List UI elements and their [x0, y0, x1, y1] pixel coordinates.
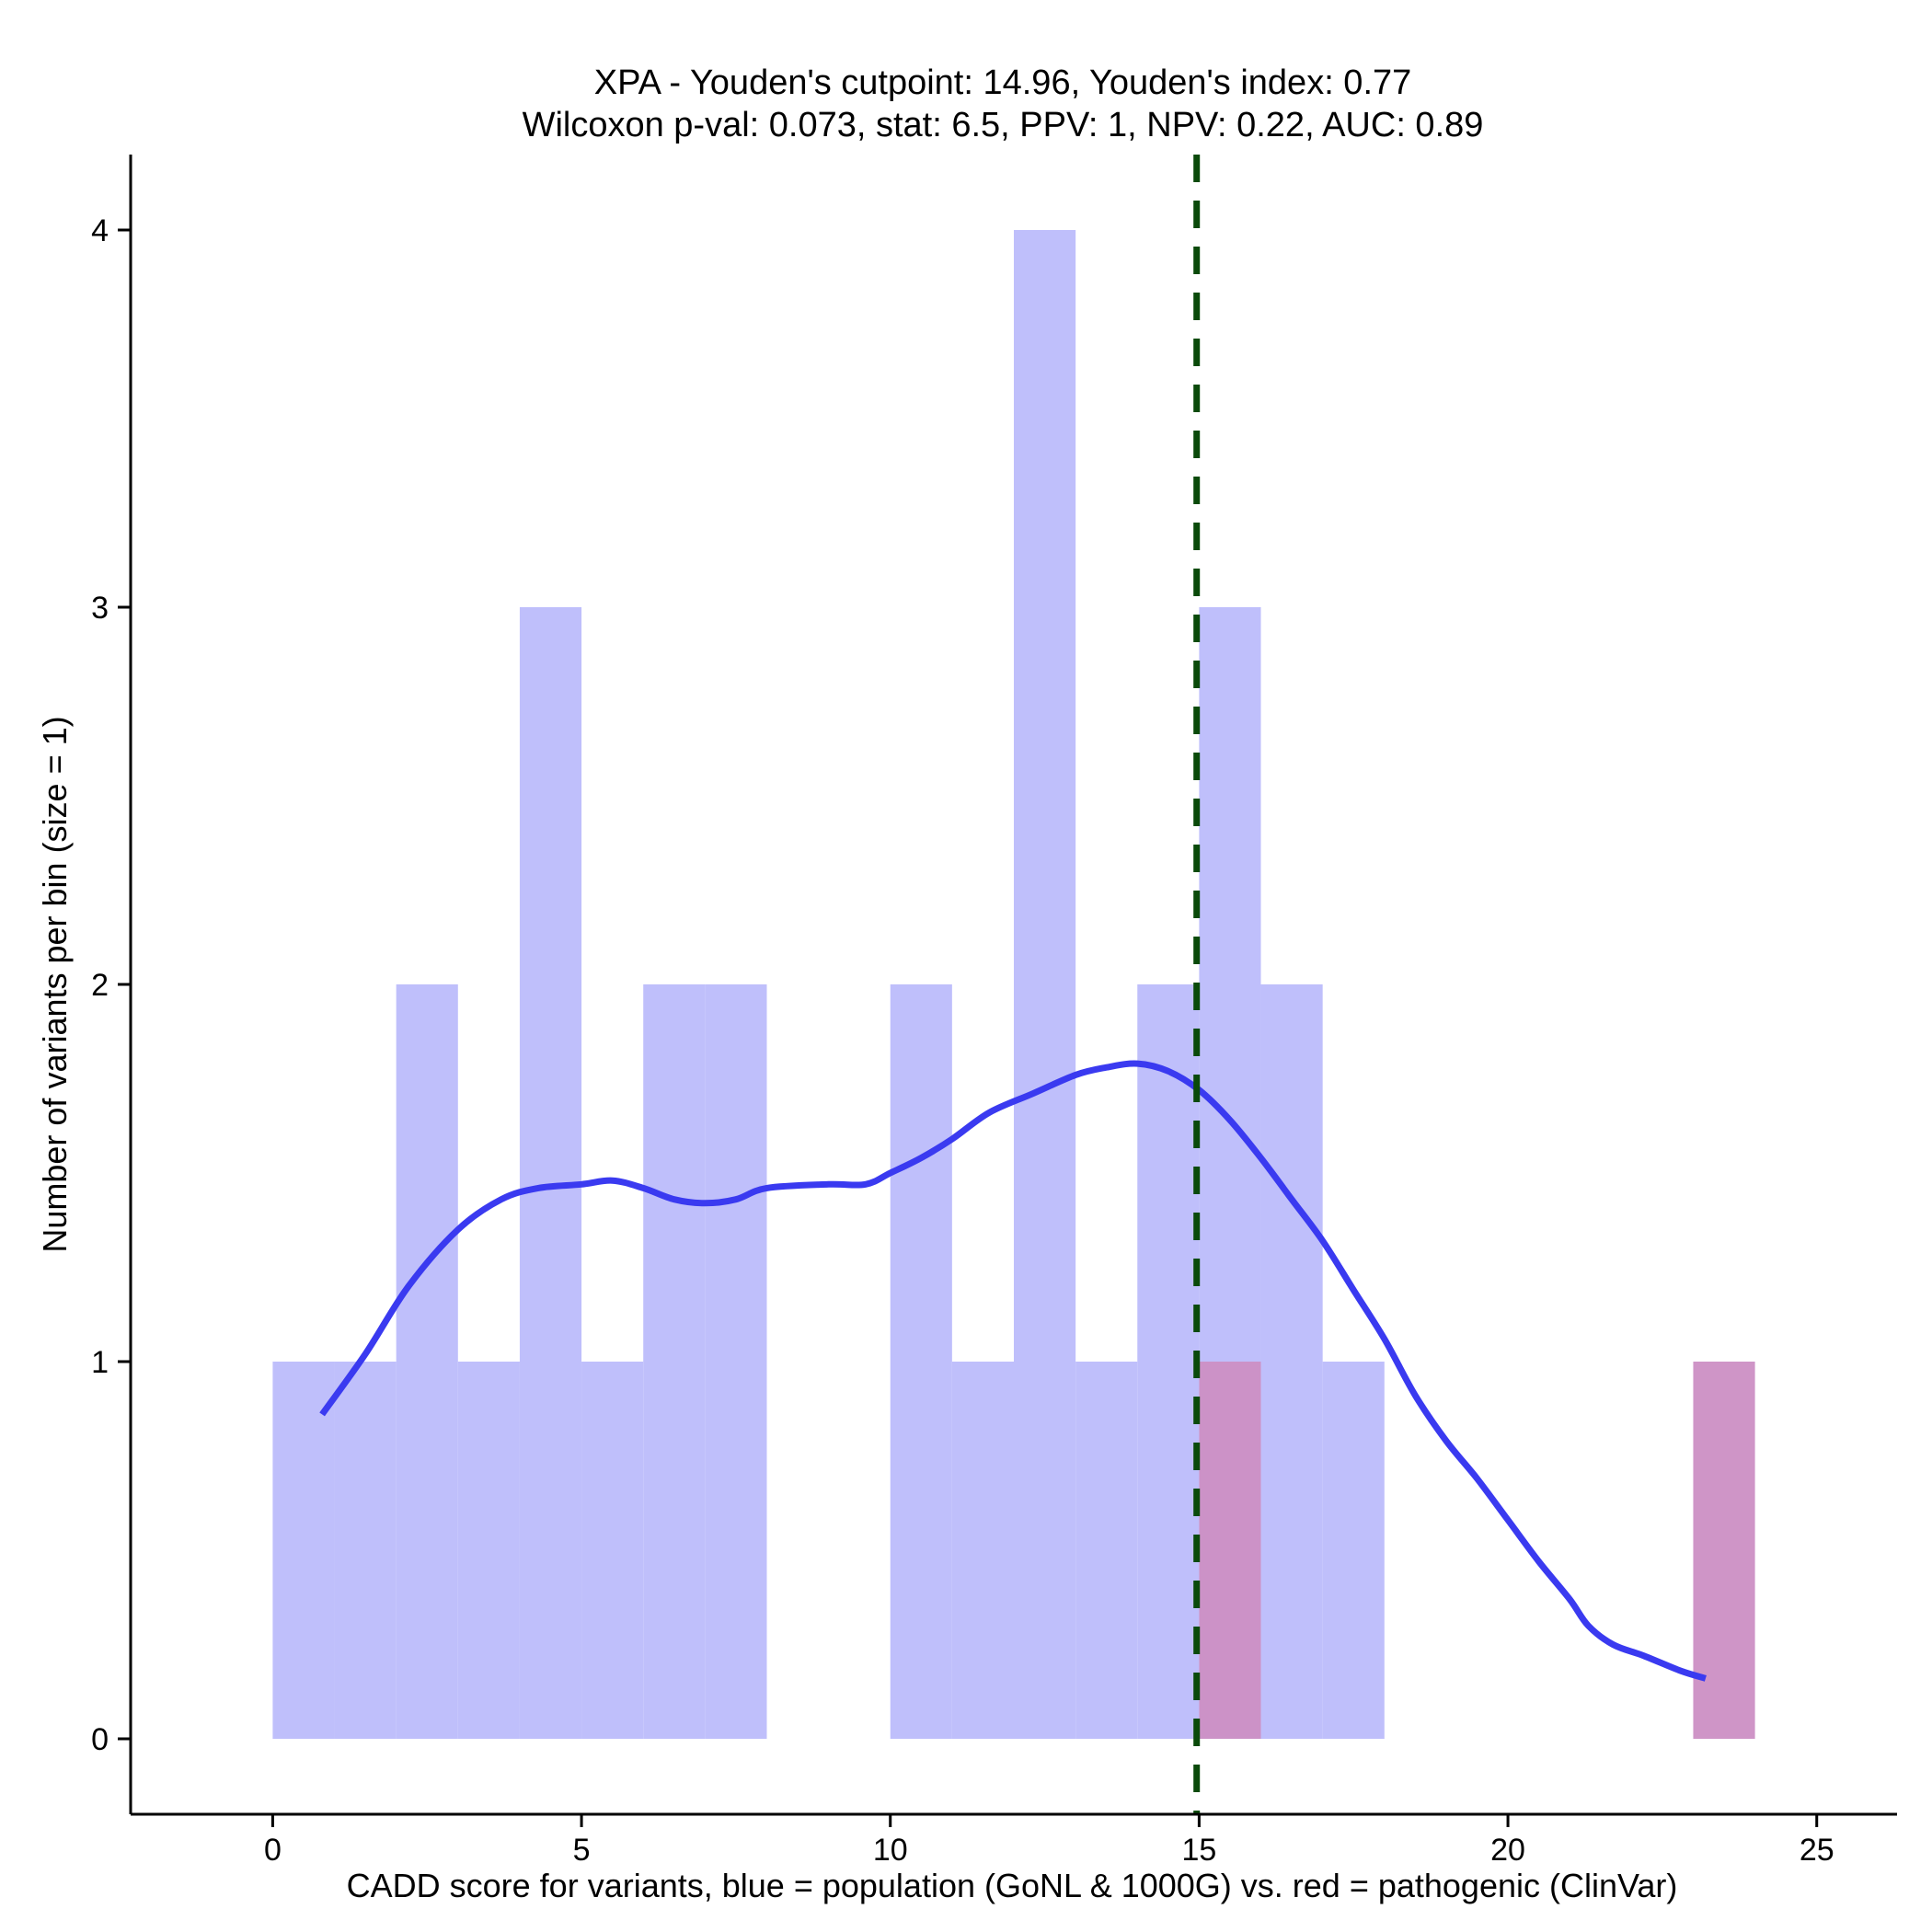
- y-tick-label-1: 1: [91, 1345, 109, 1380]
- x-axis-ticks: 0 5 10 15 20 25: [264, 1814, 1834, 1868]
- density-curve: [319, 1060, 1707, 1682]
- pathogenic-bar-23: [1693, 1362, 1755, 1739]
- population-bar-1: [334, 1362, 397, 1739]
- population-bar-16: [1260, 984, 1323, 1739]
- x-tick-label-20: 20: [1490, 1833, 1525, 1868]
- x-axis-label: CADD score for variants, blue = populati…: [347, 1867, 1678, 1904]
- density-curve-group: [319, 1060, 1707, 1682]
- population-bar-17: [1322, 1362, 1385, 1739]
- population-bar-14: [1137, 984, 1200, 1739]
- x-tick-label-5: 5: [573, 1833, 591, 1868]
- population-bar-5: [581, 1362, 644, 1739]
- y-axis-label: Number of variants per bin (size = 1): [36, 716, 74, 1252]
- chart-title-line1: XPA - Youden's cutpoint: 14.96, Youden's…: [594, 63, 1412, 102]
- y-tick-label-2: 2: [91, 968, 109, 1003]
- population-bar-4: [519, 607, 582, 1739]
- population-bar-3: [457, 1362, 520, 1739]
- x-tick-label-0: 0: [264, 1833, 282, 1868]
- histogram-bars: [272, 230, 1755, 1739]
- y-axis-ticks: 0 1 2 3 4: [91, 213, 131, 1757]
- population-bar-2: [396, 984, 458, 1739]
- y-tick-label-4: 4: [91, 213, 109, 248]
- chart-title-line2: Wilcoxon p-val: 0.073, stat: 6.5, PPV: 1…: [523, 106, 1484, 144]
- population-bar-13: [1075, 1362, 1138, 1739]
- population-bar-10: [890, 984, 952, 1739]
- x-tick-label-10: 10: [873, 1833, 908, 1868]
- population-bar-12: [1014, 230, 1076, 1739]
- x-tick-label-25: 25: [1800, 1833, 1834, 1868]
- population-bar-0: [272, 1362, 335, 1739]
- pathogenic-bar-15: [1199, 1362, 1261, 1739]
- population-bar-11: [951, 1362, 1014, 1739]
- population-bar-6: [643, 984, 706, 1739]
- y-tick-label-3: 3: [91, 591, 109, 626]
- population-bar-7: [705, 984, 767, 1739]
- y-tick-label-0: 0: [91, 1722, 109, 1757]
- x-tick-label-15: 15: [1181, 1833, 1216, 1868]
